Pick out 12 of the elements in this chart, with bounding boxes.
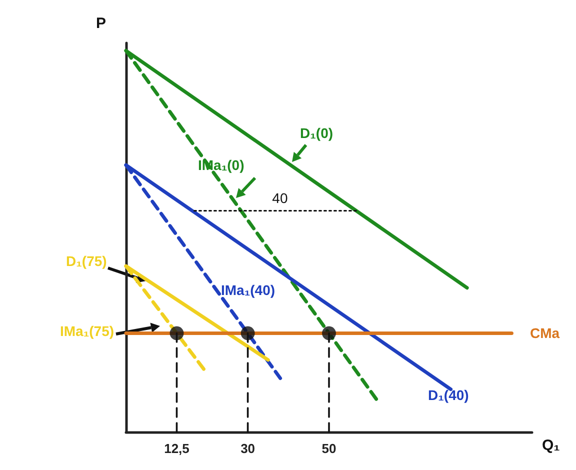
series-label: D₁(0) (300, 125, 334, 141)
y-axis-title: P (96, 15, 106, 32)
x-tick-label: 30 (240, 441, 256, 456)
series-label: D₁(75) (66, 253, 107, 269)
x-tick-label: 50 (322, 441, 336, 456)
series-label: CMa (530, 325, 560, 341)
annotation: 40 (272, 190, 288, 206)
series-label: D₁(40) (428, 387, 469, 403)
series-label: IMa₁(40) (221, 282, 276, 298)
x-axis-title: Q₁ (542, 437, 560, 454)
x-tick-label: 12,5 (164, 441, 190, 456)
text: IMa₁(75) (60, 323, 114, 339)
